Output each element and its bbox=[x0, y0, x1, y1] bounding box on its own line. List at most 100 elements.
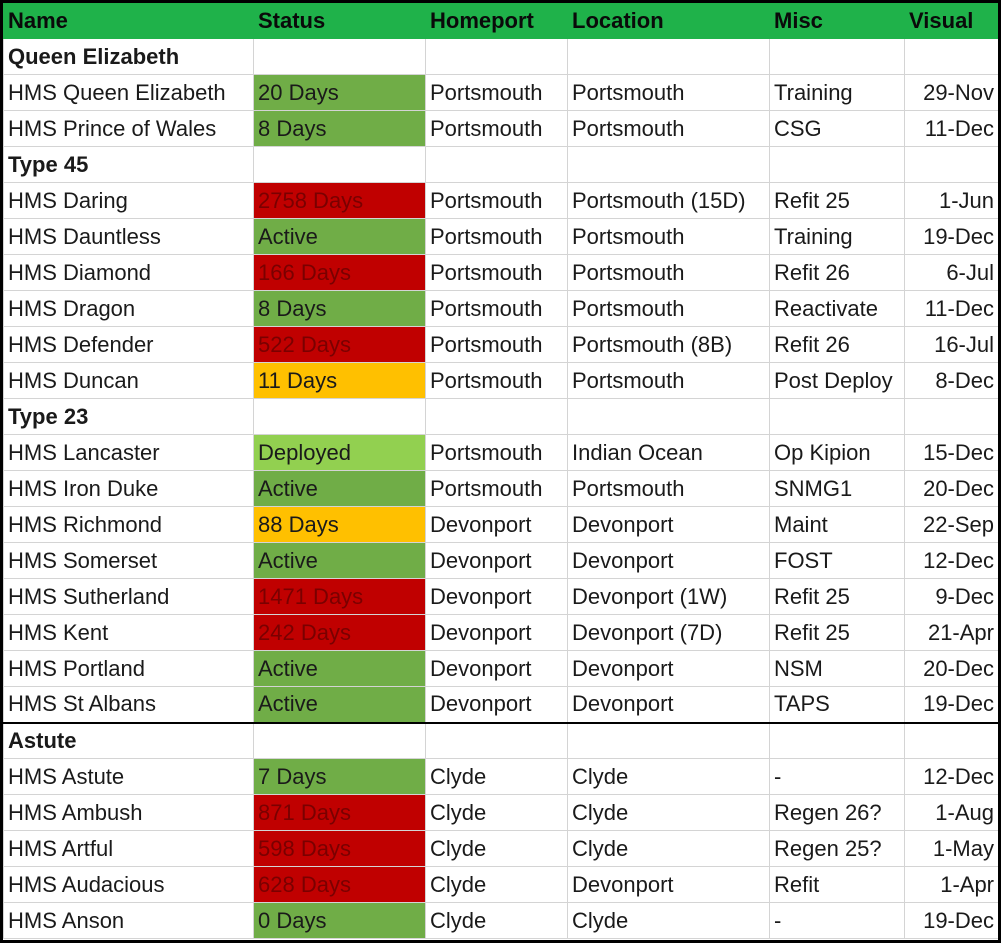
homeport-cell[interactable]: Portsmouth bbox=[425, 434, 568, 471]
empty-cell[interactable] bbox=[904, 146, 998, 183]
location-cell[interactable]: Portsmouth bbox=[567, 110, 770, 147]
column-header-visual[interactable]: Visual bbox=[904, 3, 998, 39]
status-cell[interactable]: 871 Days bbox=[253, 794, 426, 831]
misc-cell[interactable]: CSG bbox=[769, 110, 905, 147]
homeport-cell[interactable]: Clyde bbox=[425, 866, 568, 903]
column-header-location[interactable]: Location bbox=[567, 3, 770, 39]
empty-cell[interactable] bbox=[567, 398, 770, 435]
homeport-cell[interactable]: Clyde bbox=[425, 794, 568, 831]
ship-name-cell[interactable]: HMS Daring bbox=[3, 182, 254, 219]
status-cell[interactable]: 166 Days bbox=[253, 254, 426, 291]
empty-cell[interactable] bbox=[769, 398, 905, 435]
ship-name-cell[interactable]: HMS Portland bbox=[3, 650, 254, 687]
ship-name-cell[interactable]: HMS Astute bbox=[3, 758, 254, 795]
status-cell[interactable]: Active bbox=[253, 686, 426, 723]
homeport-cell[interactable]: Portsmouth bbox=[425, 326, 568, 363]
empty-cell[interactable] bbox=[904, 721, 998, 759]
empty-cell[interactable] bbox=[904, 398, 998, 435]
misc-cell[interactable]: NSM bbox=[769, 650, 905, 687]
misc-cell[interactable]: Refit 26 bbox=[769, 254, 905, 291]
column-header-name[interactable]: Name bbox=[3, 3, 254, 39]
visual-date-cell[interactable]: 19-Dec bbox=[904, 902, 998, 939]
status-cell[interactable]: 522 Days bbox=[253, 326, 426, 363]
misc-cell[interactable]: Op Kipion bbox=[769, 434, 905, 471]
misc-cell[interactable]: Regen 26? bbox=[769, 794, 905, 831]
status-cell[interactable]: 8 Days bbox=[253, 110, 426, 147]
homeport-cell[interactable]: Devonport bbox=[425, 614, 568, 651]
status-cell[interactable]: 1471 Days bbox=[253, 578, 426, 615]
visual-date-cell[interactable]: 6-Jul bbox=[904, 254, 998, 291]
ship-name-cell[interactable]: HMS Iron Duke bbox=[3, 470, 254, 507]
ship-name-cell[interactable]: HMS Anson bbox=[3, 902, 254, 939]
location-cell[interactable]: Devonport bbox=[567, 686, 770, 723]
location-cell[interactable]: Clyde bbox=[567, 758, 770, 795]
homeport-cell[interactable]: Portsmouth bbox=[425, 470, 568, 507]
homeport-cell[interactable]: Portsmouth bbox=[425, 74, 568, 111]
ship-name-cell[interactable]: HMS Artful bbox=[3, 830, 254, 867]
homeport-cell[interactable]: Clyde bbox=[425, 830, 568, 867]
ship-name-cell[interactable]: HMS Ambush bbox=[3, 794, 254, 831]
location-cell[interactable]: Portsmouth (15D) bbox=[567, 182, 770, 219]
location-cell[interactable]: Devonport bbox=[567, 650, 770, 687]
homeport-cell[interactable]: Clyde bbox=[425, 758, 568, 795]
homeport-cell[interactable]: Devonport bbox=[425, 542, 568, 579]
status-cell[interactable]: 242 Days bbox=[253, 614, 426, 651]
ship-name-cell[interactable]: HMS St Albans bbox=[3, 686, 254, 723]
status-cell[interactable]: 88 Days bbox=[253, 506, 426, 543]
homeport-cell[interactable]: Devonport bbox=[425, 578, 568, 615]
misc-cell[interactable]: TAPS bbox=[769, 686, 905, 723]
empty-cell[interactable] bbox=[253, 146, 426, 183]
homeport-cell[interactable]: Portsmouth bbox=[425, 362, 568, 399]
visual-date-cell[interactable]: 9-Dec bbox=[904, 578, 998, 615]
empty-cell[interactable] bbox=[567, 146, 770, 183]
ship-name-cell[interactable]: HMS Queen Elizabeth bbox=[3, 74, 254, 111]
visual-date-cell[interactable]: 19-Dec bbox=[904, 218, 998, 255]
ship-name-cell[interactable]: HMS Diamond bbox=[3, 254, 254, 291]
misc-cell[interactable]: Refit 25 bbox=[769, 182, 905, 219]
status-cell[interactable]: 598 Days bbox=[253, 830, 426, 867]
status-cell[interactable]: 2758 Days bbox=[253, 182, 426, 219]
status-cell[interactable]: 8 Days bbox=[253, 290, 426, 327]
location-cell[interactable]: Indian Ocean bbox=[567, 434, 770, 471]
misc-cell[interactable]: Refit 25 bbox=[769, 578, 905, 615]
misc-cell[interactable]: Refit 26 bbox=[769, 326, 905, 363]
misc-cell[interactable]: Training bbox=[769, 74, 905, 111]
location-cell[interactable]: Portsmouth bbox=[567, 362, 770, 399]
empty-cell[interactable] bbox=[253, 721, 426, 759]
location-cell[interactable]: Clyde bbox=[567, 794, 770, 831]
misc-cell[interactable]: - bbox=[769, 758, 905, 795]
status-cell[interactable]: 628 Days bbox=[253, 866, 426, 903]
misc-cell[interactable]: Training bbox=[769, 218, 905, 255]
empty-cell[interactable] bbox=[425, 398, 568, 435]
homeport-cell[interactable]: Devonport bbox=[425, 686, 568, 723]
homeport-cell[interactable]: Devonport bbox=[425, 506, 568, 543]
visual-date-cell[interactable]: 11-Dec bbox=[904, 290, 998, 327]
visual-date-cell[interactable]: 1-May bbox=[904, 830, 998, 867]
ship-name-cell[interactable]: HMS Dauntless bbox=[3, 218, 254, 255]
status-cell[interactable]: 7 Days bbox=[253, 758, 426, 795]
ship-name-cell[interactable]: HMS Audacious bbox=[3, 866, 254, 903]
misc-cell[interactable]: Post Deploy bbox=[769, 362, 905, 399]
empty-cell[interactable] bbox=[425, 721, 568, 759]
location-cell[interactable]: Portsmouth bbox=[567, 254, 770, 291]
visual-date-cell[interactable]: 12-Dec bbox=[904, 758, 998, 795]
misc-cell[interactable]: FOST bbox=[769, 542, 905, 579]
homeport-cell[interactable]: Portsmouth bbox=[425, 182, 568, 219]
location-cell[interactable]: Portsmouth (8B) bbox=[567, 326, 770, 363]
ship-name-cell[interactable]: HMS Sutherland bbox=[3, 578, 254, 615]
location-cell[interactable]: Devonport bbox=[567, 542, 770, 579]
homeport-cell[interactable]: Portsmouth bbox=[425, 254, 568, 291]
misc-cell[interactable]: Regen 25? bbox=[769, 830, 905, 867]
status-cell[interactable]: 20 Days bbox=[253, 74, 426, 111]
empty-cell[interactable] bbox=[425, 38, 568, 75]
misc-cell[interactable]: Refit 25 bbox=[769, 614, 905, 651]
ship-name-cell[interactable]: HMS Lancaster bbox=[3, 434, 254, 471]
homeport-cell[interactable]: Portsmouth bbox=[425, 290, 568, 327]
misc-cell[interactable]: Reactivate bbox=[769, 290, 905, 327]
misc-cell[interactable]: SNMG1 bbox=[769, 470, 905, 507]
visual-date-cell[interactable]: 1-Apr bbox=[904, 866, 998, 903]
group-label[interactable]: Type 45 bbox=[3, 146, 254, 183]
misc-cell[interactable]: - bbox=[769, 902, 905, 939]
ship-name-cell[interactable]: HMS Kent bbox=[3, 614, 254, 651]
group-label[interactable]: Astute bbox=[3, 721, 254, 759]
